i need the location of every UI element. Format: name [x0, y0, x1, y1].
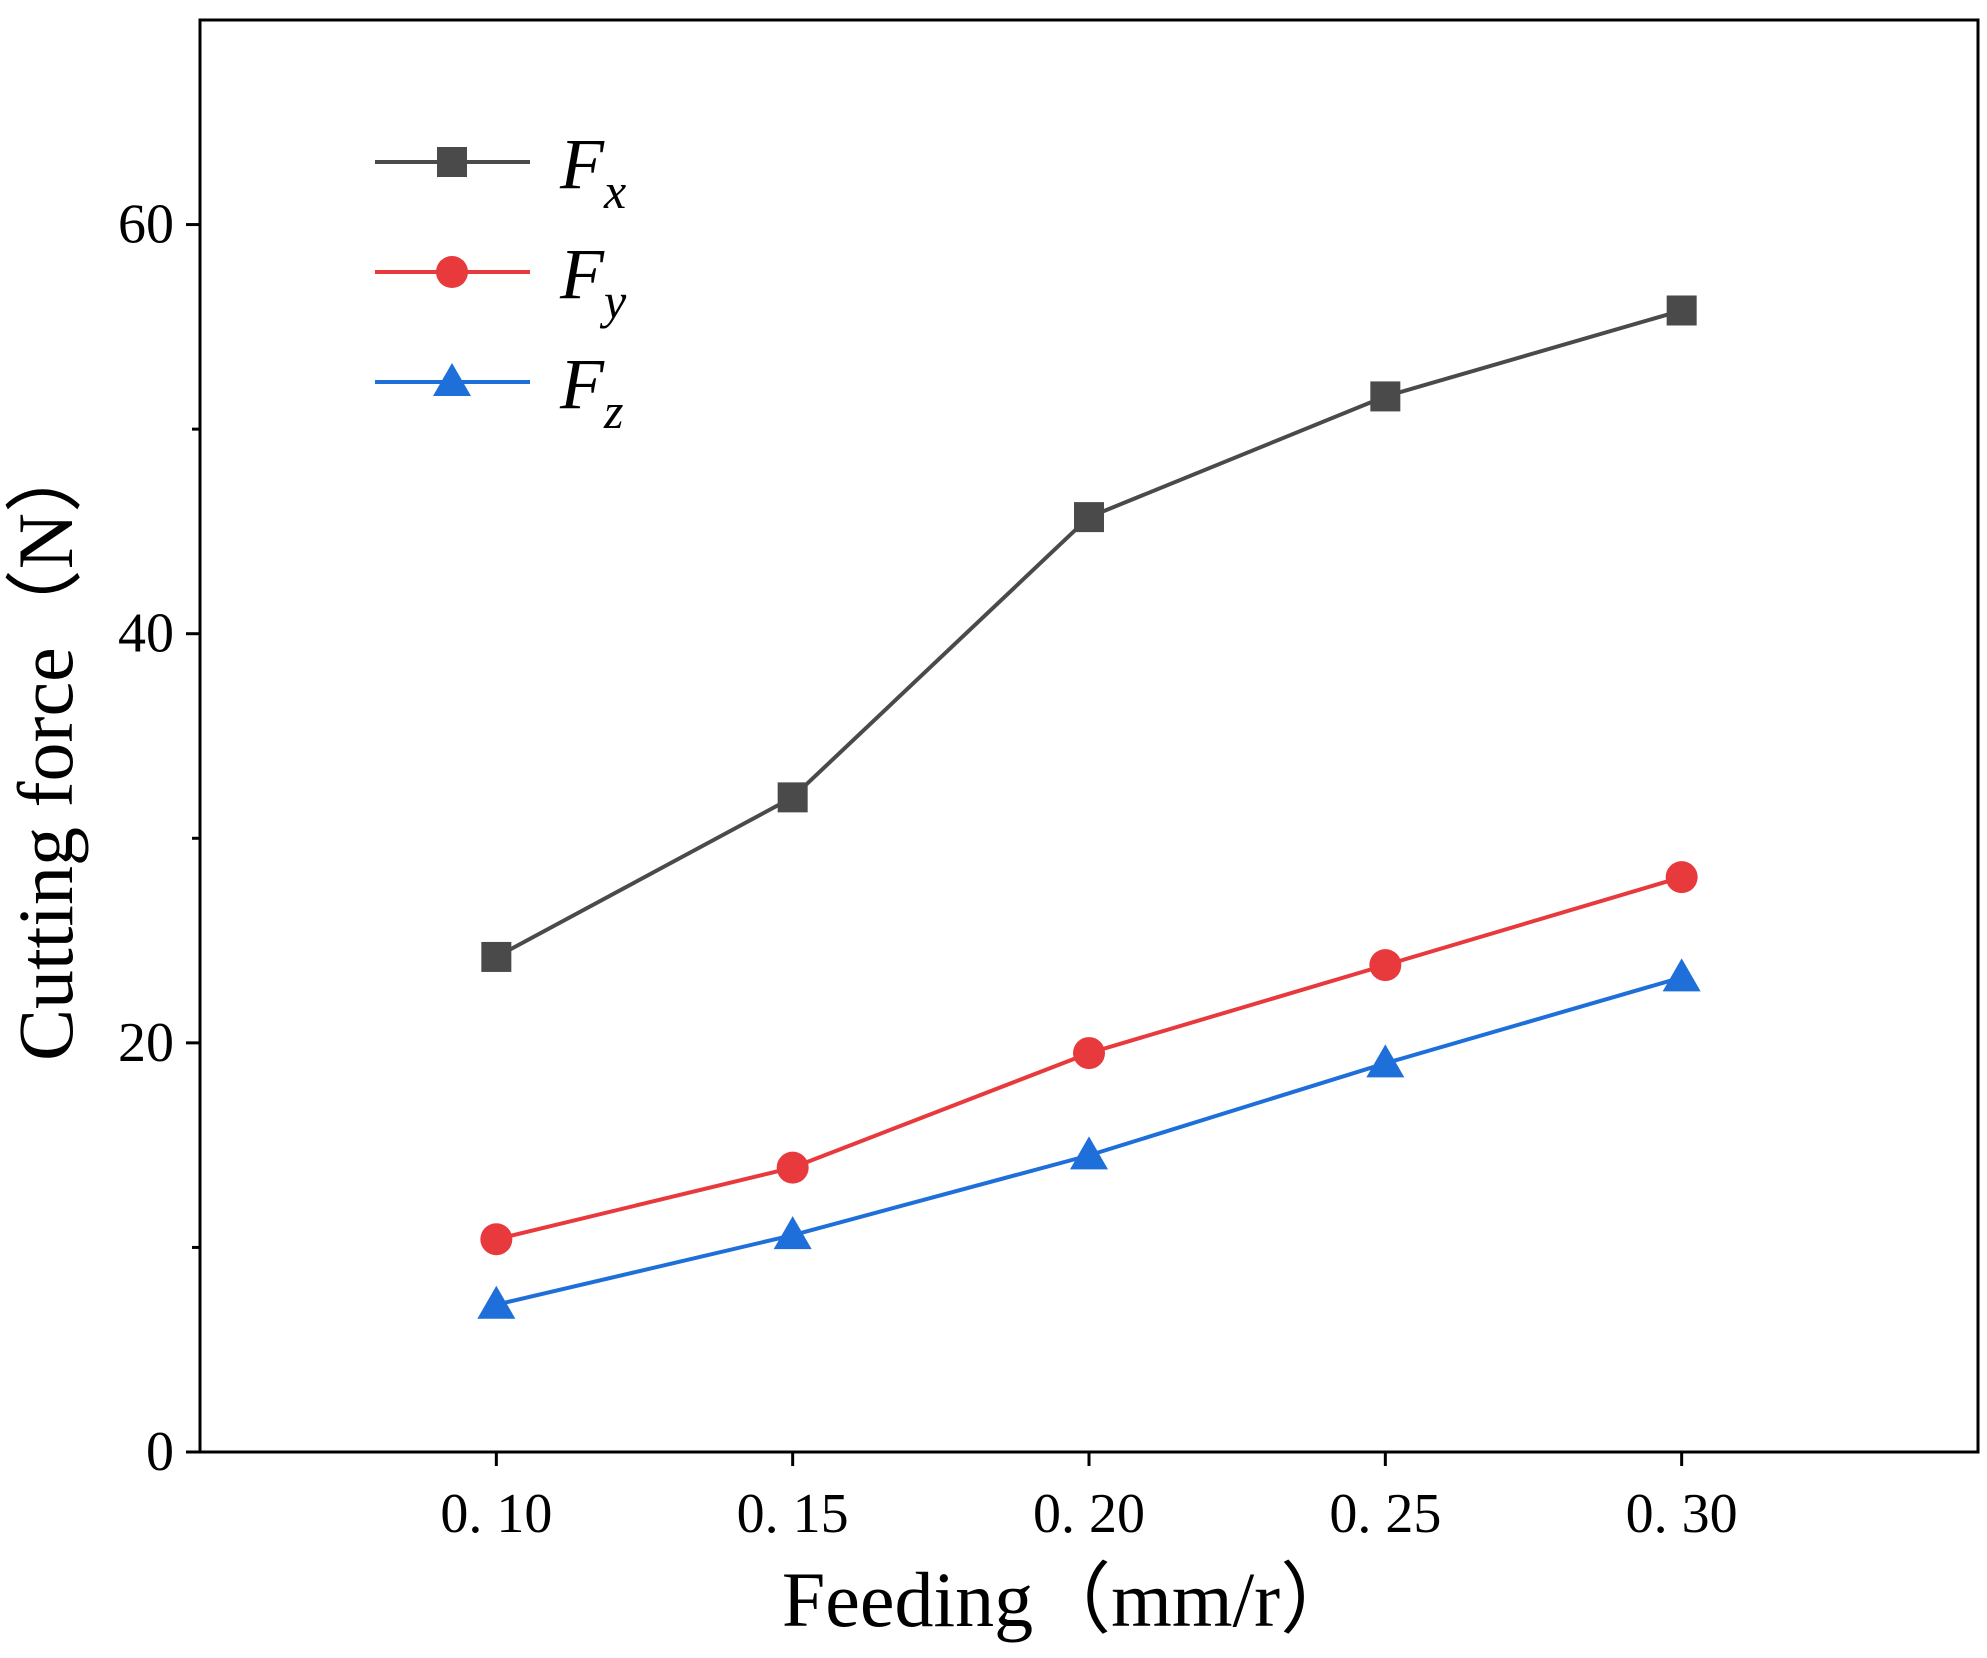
- legend: Fx Fy Fz: [375, 124, 627, 439]
- series-fy: [480, 861, 1698, 1256]
- data-point-fz: [477, 1285, 516, 1319]
- data-point-fx: [1666, 295, 1697, 326]
- data-point-fz: [1662, 958, 1701, 992]
- y-tick-label: 60: [118, 194, 174, 256]
- y-tick-label: 40: [118, 603, 174, 665]
- legend-item-fy: Fy: [375, 234, 627, 329]
- data-point-fx: [777, 782, 808, 813]
- y-tick-label: 20: [118, 1012, 174, 1074]
- data-point-fy: [1369, 949, 1402, 982]
- x-tick-label: 0. 20: [1033, 1483, 1145, 1545]
- x-axis: 0. 10 0. 15 0. 20 0. 25 0. 30: [440, 1452, 1738, 1545]
- data-point-fz: [773, 1216, 812, 1250]
- y-axis: 0 20 40 60: [118, 194, 200, 1483]
- data-point-fx: [1370, 381, 1401, 412]
- y-tick-label: 0: [146, 1421, 174, 1483]
- legend-label: Fy: [559, 234, 627, 329]
- legend-item-fz: Fz: [375, 344, 623, 439]
- x-tick-label: 0. 10: [440, 1483, 552, 1545]
- data-point-fz: [1366, 1044, 1405, 1078]
- data-point-fx: [1074, 502, 1104, 533]
- legend-label: Fx: [559, 124, 626, 219]
- series-fx: [481, 295, 1697, 972]
- data-point-fy: [776, 1151, 809, 1184]
- data-point-fx: [481, 941, 512, 972]
- x-tick-label: 0. 25: [1329, 1483, 1441, 1545]
- series-layer: [477, 295, 1701, 1319]
- plot-frame: [198, 18, 1980, 1454]
- data-point-fy: [480, 1223, 513, 1256]
- legend-label: Fz: [559, 344, 623, 439]
- series-fz: [477, 958, 1701, 1319]
- x-tick-label: 0. 30: [1626, 1483, 1738, 1545]
- y-axis-title: Cutting force（N）: [2, 435, 89, 1061]
- legend-item-fx: Fx: [375, 124, 626, 219]
- x-tick-label: 0. 15: [737, 1483, 849, 1545]
- data-point-fz: [1070, 1136, 1108, 1170]
- legend-marker: [433, 363, 471, 396]
- plot-border: [198, 18, 1980, 1454]
- data-point-fy: [1665, 861, 1698, 894]
- legend-marker: [437, 147, 467, 177]
- x-axis-title: Feeding（mm/r）: [782, 1556, 1358, 1643]
- data-point-fy: [1073, 1037, 1105, 1070]
- legend-marker: [436, 256, 468, 288]
- series-line-fx: [495, 308, 1683, 959]
